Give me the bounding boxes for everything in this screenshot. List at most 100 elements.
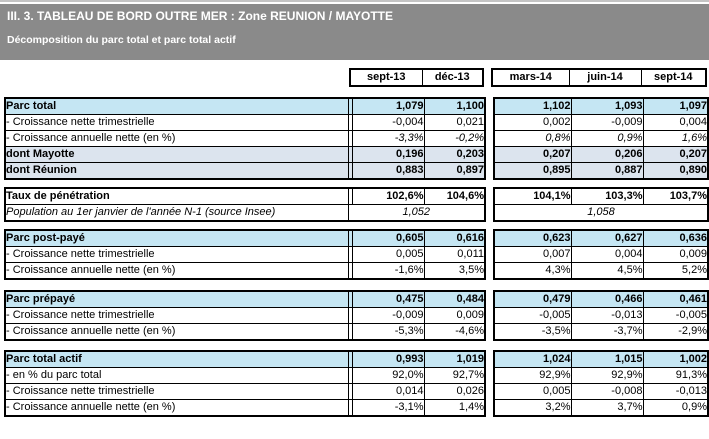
value-cell: 0,021 [423,114,486,131]
section-parc-total-actif: Parc total actif 0,993 1,019- en % du parc… [4,350,709,417]
value-cell: 0,993 [351,350,425,368]
value-cell: 0,627 [570,229,644,247]
year-separator-gap [486,97,493,180]
row-label: - Croissance annuelle nette (en %) [4,130,349,147]
section-parc-prepaye-right: 0,479 0,466 0,461 -0,005 -0,013 -0,005 -3,5% -3… [493,290,709,341]
table-row: 4,3% 4,5% 5,2% [493,262,709,280]
value-cell: 0,009 [642,246,709,263]
table-row: Parc post-payé 0,605 0,616 [4,229,486,247]
value-cell: 0,466 [570,290,644,308]
row-label: Parc total [4,97,349,115]
table-row: 104,1% 103,3% 103,7% [493,187,709,205]
table-row: 1,058 [493,204,709,222]
value-cell: 0,009 [423,307,486,324]
table-row: 0,007 0,004 0,009 [493,246,709,263]
table-row: - Croissance nette trimestrielle -0,004 0,… [4,114,486,131]
column-header: juin-14 [568,68,642,87]
table-row: 0,002 -0,009 0,004 [493,114,709,131]
table-row: - Croissance annuelle nette (en %) -3,1% 1… [4,399,486,417]
table-row: 1,102 1,093 1,097 [493,97,709,115]
value-cell: 3,2% [493,399,572,417]
value-cell: 104,6% [423,187,486,205]
value-cell: 0,636 [642,229,709,247]
value-cell: -0,005 [493,307,572,324]
value-cell: 0,005 [493,383,572,400]
value-cell: -2,9% [642,323,709,341]
value-cell: 1,102 [493,97,572,115]
row-label: dont Réunion [4,162,349,180]
value-cell: 1,6% [642,130,709,147]
value-cell: 0,9% [570,130,644,147]
value-cell: 0,890 [642,162,709,180]
value-cell: -4,6% [423,323,486,341]
value-cell: 1,002 [642,350,709,368]
table-row: Population au 1er janvier de l'année N-1… [4,204,486,222]
value-cell: 92,9% [570,367,644,384]
table-row: - Croissance nette trimestrielle 0,005 0,0… [4,246,486,263]
column-header: mars-14 [491,68,570,87]
value-cell: 0,206 [570,146,644,163]
value-cell: -3,5% [493,323,572,341]
row-label: - Croissance nette trimestrielle [4,307,349,324]
value-cell: 1,015 [570,350,644,368]
merged-value: 1,052 [347,204,486,222]
value-cell: 0,207 [493,146,572,163]
window-top-strip [0,0,709,4]
year-separator-gap [486,350,493,417]
value-cell: 0,605 [351,229,425,247]
table-row: Parc prépayé 0,475 0,484 [4,290,486,308]
page-title: III. 3. TABLEAU DE BORD OUTRE MER : Zone… [7,9,394,23]
value-cell: 0,475 [351,290,425,308]
value-cell: 0,014 [351,383,425,400]
date-columns-header: sept-13 déc-13 mars-14 juin-14 sept-14 [349,68,709,87]
value-cell: 0,479 [493,290,572,308]
value-cell: -0,2% [423,130,486,147]
section-parc-total-left: Parc total 1,079 1,100- Croissance nette t… [4,97,486,180]
value-cell: 0,897 [423,162,486,180]
value-cell: 4,3% [493,262,572,280]
value-cell: 3,5% [423,262,486,280]
value-cell: -0,004 [351,114,425,131]
value-cell: 1,019 [423,350,486,368]
row-label: Taux de pénétration [4,187,349,205]
year-separator-gap [486,229,493,280]
merged-value: 1,058 [493,204,709,222]
row-label: - Croissance annuelle nette (en %) [4,399,349,417]
value-cell: -0,013 [642,383,709,400]
section-parc-total: Parc total 1,079 1,100- Croissance nette t… [4,97,709,180]
table-row: Parc total actif 0,993 1,019 [4,350,486,368]
value-cell: 102,6% [351,187,425,205]
section-parc-total-actif-left: Parc total actif 0,993 1,019- en % du parc… [4,350,486,417]
value-cell: 92,0% [351,367,425,384]
dashboard-table: sept-13 déc-13 mars-14 juin-14 sept-14 Parc t… [0,68,709,417]
value-cell: 0,461 [642,290,709,308]
value-cell: 104,1% [493,187,572,205]
value-cell: 0,623 [493,229,572,247]
value-cell: -0,009 [570,114,644,131]
section-parc-prepaye: Parc prépayé 0,475 0,484- Croissance nette… [4,290,709,341]
table-row: 0,895 0,887 0,890 [493,162,709,180]
section-taux-penetration-left: Taux de pénétration 102,6% 104,6% Populatio… [4,187,486,222]
row-label: - Croissance nette trimestrielle [4,246,349,263]
row-label: Parc total actif [4,350,349,368]
value-cell: 91,3% [642,367,709,384]
row-label: - Croissance annuelle nette (en %) [4,262,349,280]
value-cell: 0,895 [493,162,572,180]
value-cell: 0,002 [493,114,572,131]
value-cell: -0,005 [642,307,709,324]
value-cell: 0,026 [423,383,486,400]
table-row: 3,2% 3,7% 0,9% [493,399,709,417]
value-cell: -3,3% [351,130,425,147]
value-cell: -3,7% [570,323,644,341]
value-cell: -0,008 [570,383,644,400]
value-cell: 0,007 [493,246,572,263]
table-row: 1,024 1,015 1,002 [493,350,709,368]
section-parc-prepaye-left: Parc prépayé 0,475 0,484- Croissance nette… [4,290,486,341]
value-cell: 1,093 [570,97,644,115]
table-row: 0,207 0,206 0,207 [493,146,709,163]
value-cell: 103,7% [642,187,709,205]
table-row: - Croissance nette trimestrielle 0,014 0,0… [4,383,486,400]
value-cell: 5,2% [642,262,709,280]
table-row: 0,8% 0,9% 1,6% [493,130,709,147]
table-row: - Croissance annuelle nette (en %) -1,6% 3… [4,262,486,280]
